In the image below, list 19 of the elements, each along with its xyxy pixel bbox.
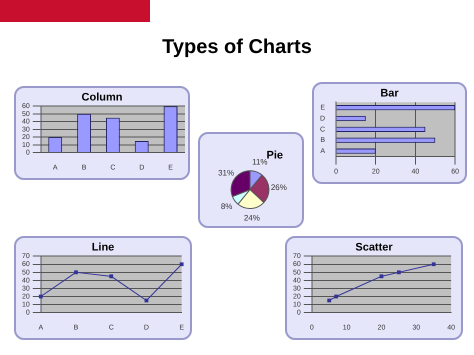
point	[327, 298, 332, 302]
point	[380, 274, 384, 278]
data-label: 11%	[252, 158, 268, 167]
chart-title: Line	[92, 242, 114, 254]
chart-title: Column	[82, 92, 123, 104]
chart-title: Bar	[380, 88, 400, 100]
point	[334, 294, 338, 298]
data-label: 8%	[220, 202, 232, 211]
point	[396, 270, 401, 274]
chart-title: Scatter	[355, 242, 394, 254]
point	[38, 294, 43, 298]
text: Types of Charts	[161, 36, 313, 59]
data-label: 24%	[244, 214, 260, 223]
data-label: 26%	[270, 182, 287, 192]
point	[109, 274, 114, 278]
point	[144, 298, 148, 302]
point	[74, 270, 78, 274]
chart-title: Pie	[266, 150, 283, 162]
data-label: 31%	[218, 168, 234, 178]
